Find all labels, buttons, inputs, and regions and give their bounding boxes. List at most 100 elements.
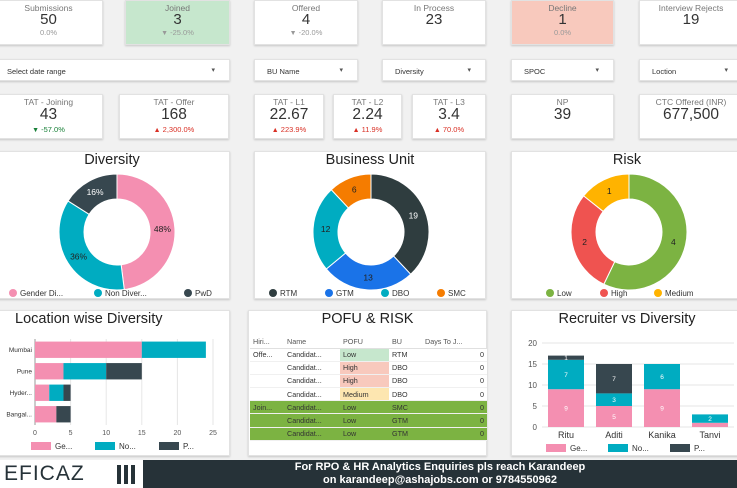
bar-segment[interactable]	[548, 355, 584, 360]
bar-segment[interactable]	[35, 363, 64, 380]
column-header[interactable]: BU	[389, 335, 422, 349]
bar-segment[interactable]	[548, 389, 584, 427]
bar-segment[interactable]	[35, 341, 142, 358]
legend-swatch	[269, 289, 277, 297]
donut-slice[interactable]	[67, 173, 118, 216]
bar-segment[interactable]	[106, 363, 142, 380]
legend-label[interactable]: High	[611, 289, 627, 298]
slice-label: 1	[607, 186, 612, 196]
legend-label[interactable]: P...	[183, 442, 194, 451]
slice-label: 4	[671, 237, 676, 247]
arrow-down-icon: ▼	[32, 127, 40, 134]
footer-line-1: For RPO & HR Analytics Enquiries pls rea…	[294, 461, 586, 473]
kpi-np[interactable]: NP 39	[511, 94, 614, 139]
table-row[interactable]: Join... Candidat... Low SMC 0	[250, 400, 487, 415]
bar-segment[interactable]	[63, 363, 107, 380]
donut-slice[interactable]	[370, 173, 430, 275]
kpi-value: 22.67	[269, 106, 309, 123]
legend-label[interactable]: Ge...	[55, 442, 72, 451]
bar-segment[interactable]	[35, 384, 50, 401]
legend-label[interactable]: Medium	[665, 289, 694, 298]
legend-swatch	[9, 289, 17, 297]
kpi-label: Interview Rejects	[658, 3, 724, 13]
donut-slice[interactable]	[582, 173, 630, 213]
slice-label: 13	[363, 272, 373, 282]
kpi-tat-l2[interactable]: TAT - L2 2.24 ▲ 11.9%	[333, 94, 402, 139]
legend-swatch	[600, 289, 608, 297]
kpi-change: ▼ -57.0%	[32, 125, 65, 134]
kpi-value: 168	[161, 106, 187, 123]
kpi-tat-offer[interactable]: TAT - Offer 168 ▲ 2,300.0%	[119, 94, 229, 139]
column-header[interactable]: POFU	[340, 335, 389, 349]
table-row[interactable]: Candidat... Low GTM 0	[250, 413, 487, 428]
legend-label[interactable]: GTM	[336, 289, 354, 298]
kpi-label: NP	[556, 97, 569, 107]
table-row[interactable]: Offe... Candidat... Low RTM 0	[250, 348, 487, 362]
table-row[interactable]: Candidat... High DBO 0	[250, 361, 487, 375]
table-row[interactable]: Candidat... Medium DBO 0	[250, 387, 487, 402]
kpi-label: TAT - L2	[351, 97, 384, 107]
kpi-tat-l1[interactable]: TAT - L1 22.67 ▲ 223.9%	[254, 94, 324, 139]
location-dropdown[interactable]: Loction ▾	[639, 59, 737, 81]
bar-segment[interactable]	[35, 406, 57, 423]
legend-label[interactable]: Non Diver...	[105, 289, 147, 298]
bar-segment[interactable]	[596, 364, 632, 394]
kpi-tat-joining[interactable]: TAT - Joining 43 ▼ -57.0%	[0, 94, 103, 139]
bar-segment[interactable]	[596, 406, 632, 427]
bar-segment[interactable]	[692, 422, 728, 427]
bar-segment[interactable]	[49, 384, 64, 401]
tick-label: 5	[533, 402, 538, 411]
data-label: 2	[708, 416, 712, 423]
legend-label[interactable]: PwD	[195, 289, 212, 298]
date-range-dropdown[interactable]: Select date range ▾	[0, 59, 230, 81]
arrow-down-icon: ▼	[161, 30, 169, 37]
legend-label[interactable]: DBO	[392, 289, 409, 298]
kpi-ctc-offered[interactable]: CTC Offered (INR) 677,500	[639, 94, 737, 139]
column-header[interactable]: Days To J...	[422, 335, 487, 349]
kpi-tat-l3[interactable]: TAT - L3 3.4 ▲ 70.0%	[412, 94, 486, 139]
kpi-in-process[interactable]: In Process 23	[382, 0, 486, 45]
legend-swatch	[654, 289, 662, 297]
kpi-value: 2.24	[352, 106, 383, 123]
legend-label[interactable]: P...	[694, 444, 705, 453]
kpi-decline[interactable]: Decline 1 0.0%	[511, 0, 614, 45]
bar-segment[interactable]	[141, 341, 206, 358]
kpi-joined[interactable]: Joined 3 ▼ -25.0%	[125, 0, 230, 45]
donut-slice[interactable]	[603, 173, 688, 291]
column-header[interactable]: Name	[284, 335, 340, 349]
bar-segment[interactable]	[692, 414, 728, 423]
kpi-offered[interactable]: Offered 4 ▼ -20.0%	[254, 0, 358, 45]
kpi-interview-rejects[interactable]: Interview Rejects 19	[639, 0, 737, 45]
spoc-dropdown[interactable]: SPOC ▾	[511, 59, 614, 81]
donut-slice[interactable]	[570, 195, 616, 285]
cell-name: Candidat...	[284, 361, 340, 375]
bar-segment[interactable]	[644, 389, 680, 427]
bar-segment[interactable]	[596, 393, 632, 406]
kpi-submissions[interactable]: Submissions 50 0.0%	[0, 0, 103, 45]
legend-label[interactable]: RTM	[280, 289, 298, 298]
donut-slice[interactable]	[116, 173, 176, 291]
diversity-dropdown[interactable]: Diversity ▾	[382, 59, 486, 81]
legend-label[interactable]: Ge...	[570, 444, 587, 453]
donut-slice[interactable]	[58, 200, 125, 291]
bu-name-dropdown[interactable]: BU Name ▾	[254, 59, 358, 81]
donut-slice[interactable]	[330, 173, 372, 209]
kpi-value: 1	[558, 11, 567, 28]
table-row[interactable]: Candidat... Low GTM 0	[250, 427, 487, 441]
cell-bu: DBO	[389, 374, 422, 389]
column-header[interactable]: Hiri...	[250, 335, 284, 349]
bar-segment[interactable]	[56, 406, 71, 423]
legend-label[interactable]: Gender Di...	[20, 289, 63, 298]
bar-segment[interactable]	[63, 384, 71, 401]
chart-title: Risk	[612, 152, 642, 168]
legend-label[interactable]: No...	[632, 444, 649, 453]
legend-label[interactable]: Low	[557, 289, 572, 298]
kpi-value: 43	[39, 106, 58, 123]
legend-label[interactable]: No...	[119, 442, 136, 451]
bar-segment[interactable]	[548, 359, 584, 390]
legend-label[interactable]: SMC	[448, 289, 466, 298]
bar-segment[interactable]	[644, 364, 680, 390]
table-row[interactable]: Candidat... High DBO 0	[250, 374, 487, 389]
cell-name: Candidat...	[284, 413, 340, 428]
arrow-up-icon: ▲	[271, 127, 279, 134]
